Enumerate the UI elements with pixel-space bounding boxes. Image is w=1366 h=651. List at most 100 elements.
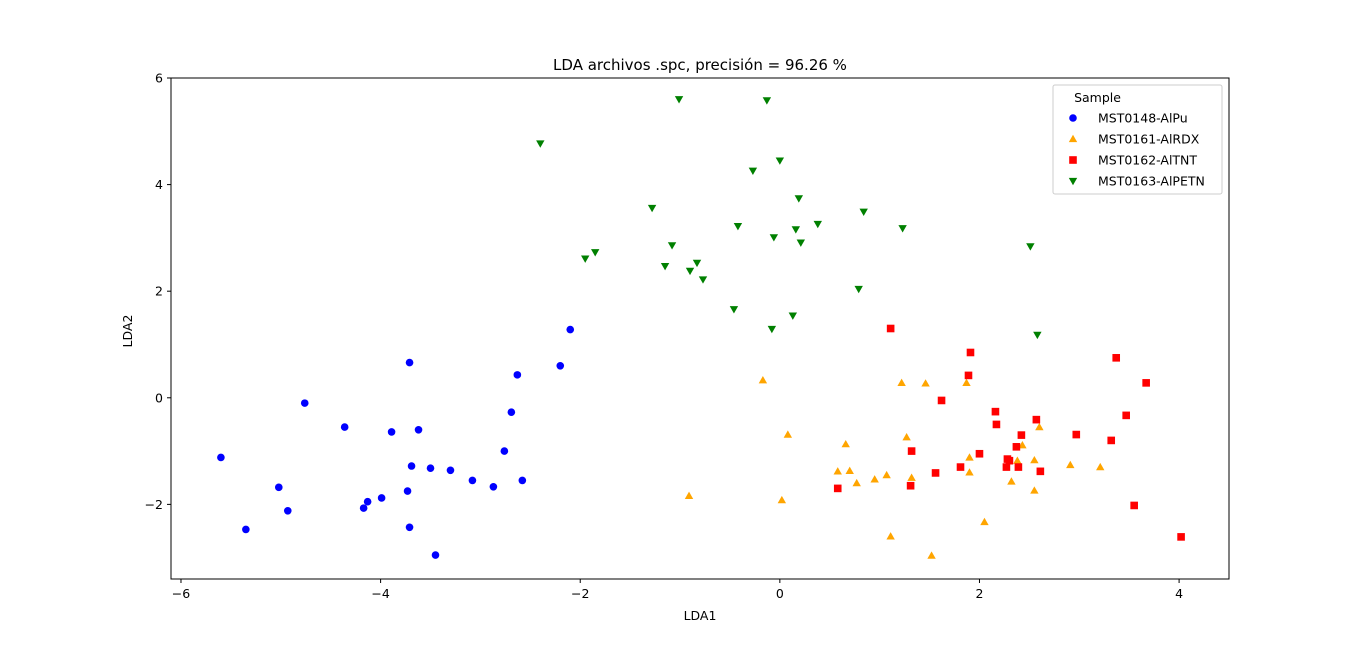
x-tick-label: −4 xyxy=(371,586,389,601)
data-point xyxy=(758,375,768,384)
data-point xyxy=(414,425,423,434)
data-point xyxy=(845,466,854,474)
data-point xyxy=(685,267,695,276)
data-point xyxy=(833,467,842,475)
legend-label: MST0162-AlTNT xyxy=(1098,153,1197,168)
data-point xyxy=(340,423,349,431)
data-point xyxy=(937,396,946,405)
legend-marker xyxy=(1069,156,1077,164)
data-point xyxy=(518,476,527,485)
data-point xyxy=(507,408,516,416)
x-tick-label: 4 xyxy=(1175,586,1183,601)
data-point xyxy=(859,208,868,216)
data-point xyxy=(956,463,965,471)
data-point xyxy=(794,195,804,203)
data-point xyxy=(1177,533,1185,541)
data-point xyxy=(405,358,414,367)
data-point xyxy=(536,140,545,148)
data-point xyxy=(931,469,940,477)
data-point xyxy=(698,276,708,284)
data-point xyxy=(1096,462,1105,471)
data-point xyxy=(992,420,1001,429)
data-point xyxy=(927,551,936,559)
data-point xyxy=(966,348,975,357)
data-point xyxy=(407,462,416,470)
y-tick-label: 2 xyxy=(155,284,163,299)
data-point xyxy=(1036,467,1045,476)
series-mst0162-altnt xyxy=(833,324,1185,541)
data-point xyxy=(660,262,670,271)
data-point xyxy=(667,242,677,250)
data-point xyxy=(882,470,891,479)
legend-label: MST0163-AlPETN xyxy=(1098,174,1205,189)
legend-marker xyxy=(1068,134,1078,143)
data-point xyxy=(1030,486,1039,494)
data-point xyxy=(426,464,435,472)
data-point xyxy=(906,481,915,490)
data-point xyxy=(980,517,989,526)
x-tick-label: −6 xyxy=(172,586,190,601)
data-point xyxy=(674,96,684,104)
data-point xyxy=(991,407,1000,416)
data-point xyxy=(566,325,575,334)
data-point xyxy=(1014,463,1023,471)
data-point xyxy=(852,478,861,487)
data-point xyxy=(833,484,842,493)
y-tick-label: 6 xyxy=(155,71,163,86)
legend: Sample MST0148-AlPu MST0161-AlRDX MST0162-A… xyxy=(1052,84,1223,195)
y-tick-label: 0 xyxy=(155,390,163,405)
data-point xyxy=(1142,379,1150,387)
data-point xyxy=(897,378,906,387)
series-mst0148-alpu xyxy=(217,325,575,559)
plot-frame xyxy=(170,77,1230,580)
data-point xyxy=(403,487,412,495)
data-point xyxy=(1035,422,1044,431)
data-point xyxy=(733,223,743,231)
data-point xyxy=(513,371,522,379)
data-point xyxy=(1030,455,1039,464)
chart-title: LDA archivos .spc, precisión = 96.26 % xyxy=(553,56,847,74)
data-point xyxy=(921,379,930,387)
data-point xyxy=(1007,477,1016,485)
data-point xyxy=(907,473,916,481)
data-point xyxy=(965,468,974,476)
data-point xyxy=(767,325,777,334)
legend-label: MST0161-AlRDX xyxy=(1098,132,1200,147)
data-point xyxy=(647,204,657,213)
y-tick-label: 4 xyxy=(155,177,163,192)
axis-ticks: −6 −4 −2 0 2 4 −2 0 2 4 6 xyxy=(145,71,1184,602)
data-point xyxy=(777,495,787,504)
data-point xyxy=(283,506,292,515)
data-point xyxy=(217,453,225,462)
data-point xyxy=(783,430,793,438)
data-point xyxy=(377,494,386,502)
data-point xyxy=(854,285,863,294)
data-point xyxy=(581,255,590,263)
data-point xyxy=(468,476,477,485)
data-point xyxy=(902,433,911,441)
data-point xyxy=(870,475,879,483)
data-point xyxy=(300,399,309,407)
x-tick-label: 2 xyxy=(975,586,983,601)
y-axis-title: LDA2 xyxy=(120,315,135,348)
data-point xyxy=(775,157,785,165)
series-mst0163-alpetn xyxy=(536,96,1042,340)
x-axis-title: LDA1 xyxy=(684,608,717,623)
data-point xyxy=(907,447,916,455)
data-point xyxy=(1018,441,1027,449)
data-point xyxy=(791,226,801,234)
data-point xyxy=(405,523,414,532)
data-point xyxy=(500,447,509,455)
data-point xyxy=(796,239,806,247)
data-point xyxy=(975,449,984,458)
data-point xyxy=(886,324,895,333)
data-point xyxy=(431,551,440,559)
data-point xyxy=(359,504,368,512)
legend-box xyxy=(1052,84,1223,195)
data-point xyxy=(964,371,973,380)
data-point xyxy=(1033,331,1042,340)
data-point xyxy=(762,97,772,105)
legend-marker xyxy=(1069,114,1077,122)
data-point xyxy=(1066,460,1075,469)
